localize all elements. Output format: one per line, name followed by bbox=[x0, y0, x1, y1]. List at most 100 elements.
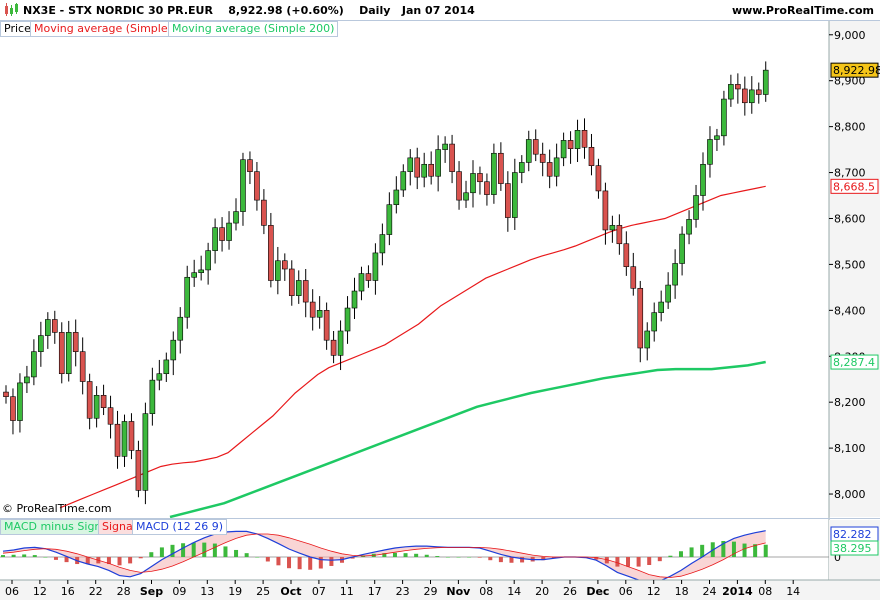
histogram-bar bbox=[382, 553, 387, 557]
x-tick-label: 06 bbox=[5, 585, 19, 598]
histogram-bar bbox=[763, 544, 768, 557]
histogram-bar bbox=[403, 553, 408, 557]
candle-body bbox=[351, 290, 358, 309]
candle-body bbox=[247, 159, 253, 172]
histogram-bar bbox=[149, 552, 154, 557]
histogram-bar bbox=[117, 557, 122, 566]
candle-body bbox=[700, 163, 706, 196]
candle-body bbox=[721, 98, 727, 137]
candle-body bbox=[17, 382, 23, 421]
candle-body bbox=[309, 301, 316, 318]
legend-ma200[interactable]: Moving average (Simple 200) bbox=[168, 21, 339, 37]
ma50-tag: 8,668.5 bbox=[833, 180, 875, 193]
x-tick-label: 2014 bbox=[722, 585, 753, 598]
candle-body bbox=[51, 319, 58, 333]
candle-body bbox=[316, 310, 323, 318]
candle-body bbox=[728, 84, 734, 100]
histogram-bar bbox=[32, 555, 37, 557]
candle-body bbox=[742, 88, 748, 104]
legend-ma50[interactable]: Moving average (Simple 50) bbox=[30, 21, 194, 37]
last-price-tag-box bbox=[830, 62, 879, 78]
histogram-bar bbox=[551, 557, 556, 559]
histogram-bar bbox=[414, 553, 419, 557]
histogram-bar bbox=[64, 557, 69, 563]
candle-body bbox=[546, 162, 553, 177]
candle-body bbox=[72, 332, 79, 352]
macd-hist-value-tag-box bbox=[830, 540, 879, 556]
candle-body bbox=[114, 423, 121, 457]
ma200-tag-box bbox=[830, 354, 879, 370]
x-tick-label: 08 bbox=[758, 585, 772, 598]
candle-body bbox=[595, 165, 602, 192]
candle-body bbox=[10, 396, 16, 421]
candle-body bbox=[658, 301, 664, 313]
x-tick-label: 14 bbox=[507, 585, 521, 598]
candle-body bbox=[198, 269, 204, 273]
x-tick-label: 20 bbox=[535, 585, 549, 598]
site-link[interactable]: www.ProRealTime.com bbox=[731, 4, 874, 17]
histogram-bar bbox=[753, 544, 758, 557]
candle-body bbox=[281, 260, 288, 270]
histogram-bar bbox=[424, 554, 429, 557]
histogram-bar bbox=[159, 547, 164, 557]
candle-body bbox=[623, 243, 630, 268]
candle-body bbox=[505, 183, 511, 218]
candle-body bbox=[128, 421, 135, 451]
candle-body bbox=[686, 219, 692, 235]
x-tick-label: 22 bbox=[89, 585, 103, 598]
candle-body bbox=[86, 381, 93, 419]
legend-price[interactable]: Price bbox=[0, 21, 35, 37]
legend-signal[interactable]: Signal bbox=[98, 519, 140, 535]
histogram-bar bbox=[297, 557, 302, 570]
candle-body bbox=[755, 89, 762, 95]
legend-macd[interactable]: MACD (12 26 9) bbox=[132, 519, 228, 535]
candle-body bbox=[518, 162, 525, 173]
candle-body bbox=[107, 407, 114, 425]
candle-body bbox=[456, 171, 462, 201]
histogram-bar bbox=[456, 557, 461, 558]
histogram-bar bbox=[53, 557, 58, 560]
histogram-bar bbox=[318, 557, 323, 569]
candle-body bbox=[372, 252, 379, 281]
x-tick-label: Sep bbox=[140, 585, 163, 598]
candle-body bbox=[163, 359, 170, 375]
ma200-series bbox=[169, 360, 766, 519]
panel-separator bbox=[0, 518, 880, 519]
candle-body bbox=[135, 450, 142, 491]
histogram-bar bbox=[477, 557, 482, 558]
candle-body bbox=[616, 225, 623, 245]
y-tick-label: 8,600 bbox=[834, 212, 866, 225]
candle-body bbox=[609, 225, 616, 231]
histogram-bar bbox=[1, 555, 5, 557]
candle-body bbox=[358, 273, 365, 292]
x-tick-label: Dec bbox=[586, 585, 609, 598]
histogram-bar bbox=[509, 557, 514, 563]
histogram-bar bbox=[138, 557, 143, 559]
candle-body bbox=[233, 211, 239, 224]
histogram-bar bbox=[594, 557, 599, 560]
candle-body bbox=[693, 195, 699, 220]
x-tick-label: 28 bbox=[117, 585, 131, 598]
y-tick-label: 8,000 bbox=[834, 488, 866, 501]
histogram-bar bbox=[106, 557, 111, 565]
candle-body bbox=[637, 287, 644, 349]
histogram-bar bbox=[647, 557, 652, 565]
histogram-bar bbox=[700, 544, 705, 557]
candle-body bbox=[261, 199, 267, 226]
ma200-line bbox=[169, 360, 766, 519]
candle-body bbox=[581, 130, 588, 148]
y-tick-label: 8,200 bbox=[834, 396, 866, 409]
x-tick-label: Oct bbox=[280, 585, 301, 598]
ma50-series bbox=[59, 185, 766, 509]
histogram-bar bbox=[520, 557, 525, 563]
x-tick-label: 23 bbox=[396, 585, 410, 598]
candle-body bbox=[560, 140, 567, 159]
legend-macd-minus-signal[interactable]: MACD minus Signal bbox=[0, 519, 116, 535]
histogram-bar bbox=[392, 552, 397, 557]
candle-body bbox=[212, 227, 218, 251]
candle-body bbox=[414, 157, 421, 178]
x-tick-label: 12 bbox=[647, 585, 661, 598]
candle-body bbox=[602, 190, 609, 231]
